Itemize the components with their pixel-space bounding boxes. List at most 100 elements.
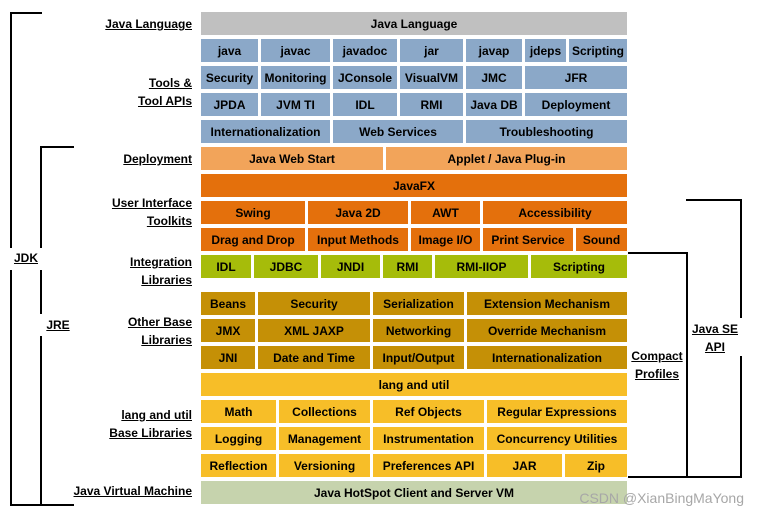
cell-tools-row3: RMI [400,93,463,116]
cell-lang-row2: Concurrency Utilities [487,427,627,450]
cell-jvm: Java HotSpot Client and Server VM [201,481,627,504]
cell-ui-row2: Print Service [483,228,573,251]
bracket-label-gap [630,344,686,384]
java-se-api-label-line: Java SE [691,322,739,336]
cell-tools-row3: JPDA [201,93,258,116]
row-label-ui-toolkits: User Interface Toolkits [112,194,192,230]
cell-tools-row2: VisualVM [400,66,463,89]
row-label-ui-toolkits-line: User Interface [111,196,192,210]
java-se-api-label-line: API [704,340,725,354]
cell-tools-row4: Troubleshooting [466,120,627,143]
cell-tools-row1: javadoc [333,39,397,62]
cell-lang-row3: Preferences API [373,454,484,477]
cell-integration: RMI [383,255,432,278]
cell-lang-row2: Logging [201,427,276,450]
row-label-tools-line: Tools & [148,76,192,90]
cell-other-row3: JNI [201,346,255,369]
cell-lang-row2: Management [279,427,370,450]
bracket-label-gap [38,314,78,336]
row-label-integration-line: Libraries [141,273,192,287]
row-label-lang-util-line: lang and util [121,408,192,422]
row-label-deployment: Deployment [123,150,192,168]
cell-tools-row4: Internationalization [201,120,330,143]
row-label-deployment-line: Deployment [123,152,192,166]
cell-tools-row3: JVM TI [261,93,330,116]
cell-other-row2: Override Mechanism [467,319,627,342]
cell-java-language: Java Language [201,12,627,35]
watermark-text: CSDN @XianBingMaYong [579,490,744,506]
cell-other-row1: Extension Mechanism [467,292,627,315]
cell-deployment: Java Web Start [201,147,383,170]
cell-tools-row2: Security [201,66,258,89]
cell-other-row1: Beans [201,292,255,315]
cell-lang-util: lang and util [201,373,627,396]
compact-profiles-bracket [628,252,688,478]
cell-integration: Scripting [531,255,627,278]
row-label-other-base-line: Libraries [141,333,192,347]
cell-tools-row1: Scripting [569,39,627,62]
cell-ui-row1: Accessibility [483,201,627,224]
cell-lang-row1: Ref Objects [373,400,484,423]
cell-lang-row3: Zip [565,454,627,477]
jre-label-line: JRE [46,318,70,332]
cell-lang-row1: Collections [279,400,370,423]
jre-label: JRE [38,316,78,334]
row-label-ui-toolkits-line: Toolkits [146,214,192,228]
cell-ui-row2: Sound [576,228,627,251]
cell-other-row3: Input/Output [373,346,464,369]
cell-ui-row2: Image I/O [411,228,480,251]
cell-other-row2: Networking [373,319,464,342]
cell-other-row2: XML JAXP [258,319,370,342]
cell-lang-row1: Math [201,400,276,423]
row-label-lang-util: lang and util Base Libraries [109,406,192,442]
cell-lang-row2: Instrumentation [373,427,484,450]
bracket-label-gap [8,248,44,270]
cell-tools-row3: IDL [333,93,397,116]
cell-lang-row3: JAR [487,454,562,477]
cell-other-row2: JMX [201,319,255,342]
cell-tools-row2: JMC [466,66,522,89]
cell-ui-row1: Swing [201,201,305,224]
cell-ui-row1: AWT [411,201,480,224]
row-label-tools: Tools & Tool APIs [138,74,192,110]
cell-tools-row1: jar [400,39,463,62]
cell-integration: RMI-IIOP [435,255,528,278]
cell-deployment: Applet / Java Plug-in [386,147,627,170]
row-label-java-language-line: Java Language [105,17,192,31]
cell-integration: JNDI [321,255,380,278]
cell-other-row1: Serialization [373,292,464,315]
cell-tools-row1: javap [466,39,522,62]
cell-javafx: JavaFX [201,174,627,197]
cell-tools-row2: JConsole [333,66,397,89]
cell-tools-row2: Monitoring [261,66,330,89]
cell-tools-row1: javac [261,39,330,62]
cell-integration: JDBC [254,255,318,278]
cell-integration: IDL [201,255,251,278]
cell-ui-row2: Input Methods [308,228,408,251]
cell-tools-row2: JFR [525,66,627,89]
cell-ui-row1: Java 2D [308,201,408,224]
compact-profiles-label: Compact Profiles [628,347,686,383]
row-label-other-base: Other Base Libraries [128,313,192,349]
bracket-label-gap [688,318,742,356]
cell-lang-row3: Versioning [279,454,370,477]
cell-tools-row4: Web Services [333,120,463,143]
jdk-label: JDK [8,249,44,267]
row-label-lang-util-line: Base Libraries [109,426,192,440]
cell-other-row3: Date and Time [258,346,370,369]
row-label-integration-line: Integration [130,255,192,269]
cell-other-row3: Internationalization [467,346,627,369]
row-label-java-language: Java Language [105,15,192,33]
jdk-label-line: JDK [13,251,38,265]
cell-tools-row1: jdeps [525,39,566,62]
cell-tools-row3: Deployment [525,93,627,116]
cell-other-row1: Security [258,292,370,315]
cell-tools-row3: Java DB [466,93,522,116]
row-label-integration: Integration Libraries [130,253,192,289]
java-se-api-label: Java SE API [688,320,742,356]
compact-profiles-label-line: Profiles [634,367,679,381]
row-label-jvm-line: Java Virtual Machine [73,484,193,498]
row-label-other-base-line: Other Base [127,315,192,329]
cell-lang-row3: Reflection [201,454,276,477]
